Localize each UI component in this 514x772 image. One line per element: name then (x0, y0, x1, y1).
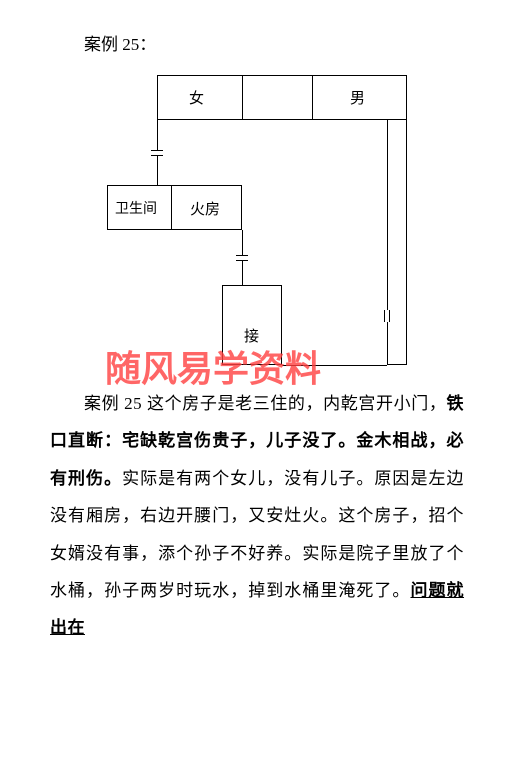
bottom-wall (282, 365, 387, 366)
door-right-column (384, 310, 390, 322)
text-segment-3: 实际是有两个女儿，没有儿子。原因是左边没有厢房，右边开腰门，又安灶火。这个房子，… (50, 469, 464, 600)
room-label-male: 男 (350, 87, 365, 108)
top-divider-2 (312, 75, 313, 120)
room-label-kitchen: 火房 (190, 198, 220, 219)
right-column-box (387, 120, 407, 365)
room-label-reception: 接 (244, 325, 259, 346)
room-label-bathroom: 卫生间 (115, 198, 157, 218)
door-kitchen-lower (236, 255, 248, 261)
body-paragraph: 案例 25 这个房子是老三住的，内乾宫开小门，铁口直断：宅缺乾宫伤贵子，儿子没了… (50, 385, 464, 647)
door-upper-left (151, 150, 163, 156)
text-segment-1: 案例 25 这个房子是老三住的，内乾宫开小门， (84, 394, 447, 413)
case-title: 案例 25： (50, 30, 464, 55)
floor-plan-diagram: 女 男 卫生间 火房 接 (107, 75, 407, 365)
room-label-female: 女 (189, 87, 204, 108)
top-divider-1 (242, 75, 243, 120)
